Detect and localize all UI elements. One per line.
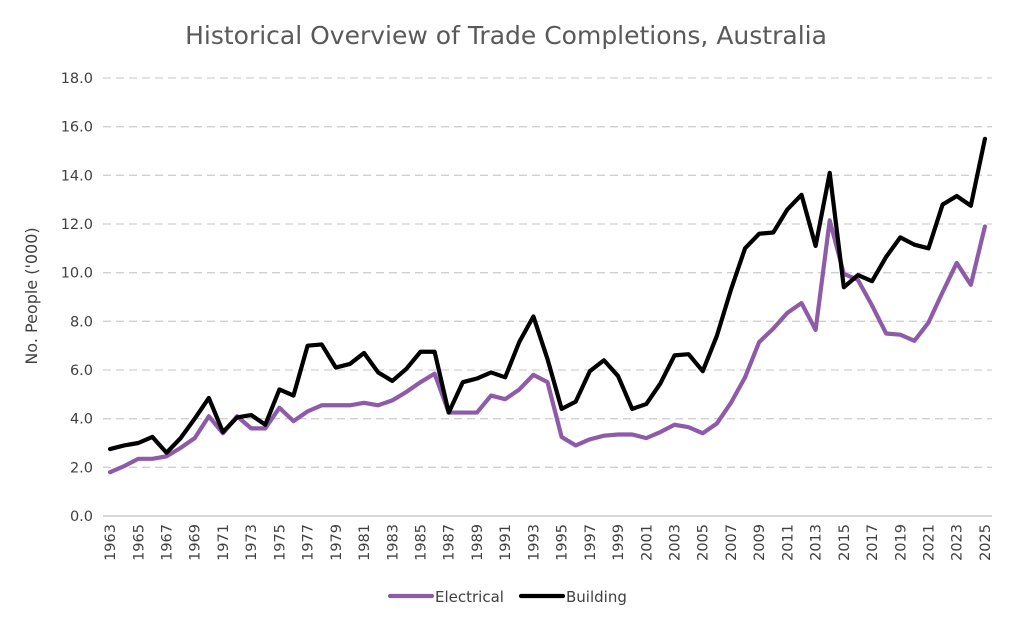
y-tick-label: 6.0 xyxy=(70,363,93,379)
legend-label-building: Building xyxy=(566,588,627,606)
x-tick-label: 1975 xyxy=(272,524,288,561)
x-tick-label: 2019 xyxy=(893,524,909,561)
y-tick-label: 8.0 xyxy=(70,314,93,330)
x-tick-label: 1983 xyxy=(385,524,401,561)
x-tick-label: 2009 xyxy=(752,524,768,561)
axes: 0.0 2.0 4.0 6.0 8.0 10.0 12.0 14.0 16.0 18.0 1963 1… xyxy=(61,71,994,561)
x-tick-label: 2005 xyxy=(696,524,712,561)
x-tick-label: 1989 xyxy=(470,524,486,561)
x-tick-label: 1981 xyxy=(357,524,373,561)
chart-title: Historical Overview of Trade Completions… xyxy=(185,21,827,50)
x-tick-label: 1967 xyxy=(160,524,176,561)
x-tick-label: 1985 xyxy=(414,524,430,561)
y-tick-label: 12.0 xyxy=(61,217,93,233)
x-tick-label: 1963 xyxy=(103,524,119,561)
x-tick-label: 1969 xyxy=(188,524,204,561)
series-line-electrical xyxy=(107,218,988,475)
x-tick-label: 1991 xyxy=(498,524,514,561)
x-tick-label: 2025 xyxy=(978,524,994,561)
x-tick-label: 1987 xyxy=(442,524,458,561)
y-tick-label: 2.0 xyxy=(70,460,93,476)
x-tick-label: 2021 xyxy=(922,524,938,561)
y-tick-label: 14.0 xyxy=(61,168,93,184)
y-tick-label: 0.0 xyxy=(70,509,93,525)
legend: Electrical Building xyxy=(387,588,627,606)
x-tick-label: 1971 xyxy=(216,524,232,561)
x-tick-label: 2007 xyxy=(724,524,740,561)
x-tick-label: 1999 xyxy=(611,524,627,561)
x-tick-label: 1965 xyxy=(131,524,147,561)
x-tick-label: 1995 xyxy=(555,524,571,561)
x-tick-label: 2023 xyxy=(950,524,966,561)
x-tick-label: 2001 xyxy=(639,524,655,561)
x-tick-label: 1977 xyxy=(301,524,317,561)
y-tick-label: 10.0 xyxy=(61,266,93,282)
x-tick-label: 1997 xyxy=(583,524,599,561)
x-tick-label: 2011 xyxy=(780,524,796,561)
y-tick-label: 4.0 xyxy=(70,412,93,428)
x-tick-label: 2013 xyxy=(809,524,825,561)
series-lines xyxy=(107,136,988,475)
x-tick-label: 1973 xyxy=(244,524,260,561)
x-tick-label: 1979 xyxy=(329,524,345,561)
x-tick-label: 2003 xyxy=(668,524,684,561)
legend-label-electrical: Electrical xyxy=(435,588,504,606)
gridlines xyxy=(103,77,992,468)
y-tick-label: 18.0 xyxy=(61,71,93,87)
x-tick-label: 2017 xyxy=(865,524,881,561)
series-line-building xyxy=(107,136,988,455)
x-tick-label: 2015 xyxy=(837,524,853,561)
y-axis-label: No. People ('000) xyxy=(22,227,41,364)
y-tick-label: 16.0 xyxy=(61,120,93,136)
x-tick-label: 1993 xyxy=(526,524,542,561)
